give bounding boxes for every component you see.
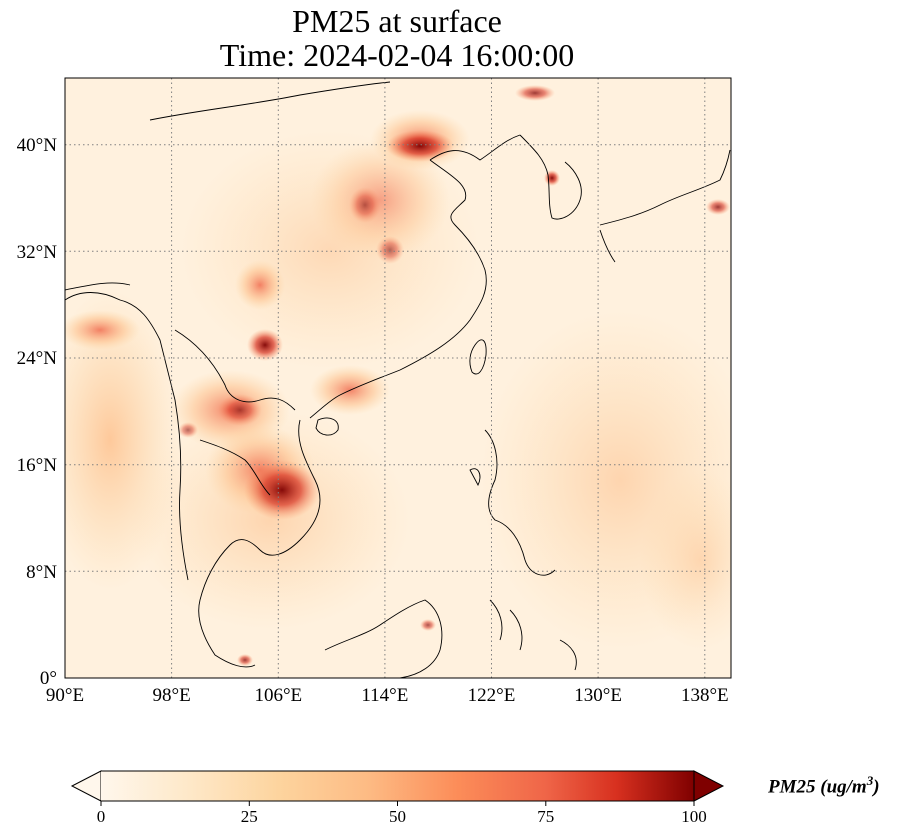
lon-tick: 122°E xyxy=(468,685,516,706)
lat-axis: 0° 8°N 16°N 24°N 32°N 40°N xyxy=(17,135,58,689)
lon-tick: 98°E xyxy=(152,685,190,706)
colorbar-tick: 50 xyxy=(389,807,406,826)
gridlines xyxy=(65,78,731,678)
colorbar-extend-low xyxy=(70,770,102,802)
lat-tick: 40°N xyxy=(17,135,58,156)
colorbar-label-text: PM25 (ug/m xyxy=(768,776,867,798)
lon-tick: 90°E xyxy=(46,685,84,706)
lon-tick: 130°E xyxy=(574,685,622,706)
colorbar-tick: 0 xyxy=(97,807,106,826)
colorbar-label-exponent: 3 xyxy=(866,773,874,788)
colorbar-gradient xyxy=(101,771,694,801)
lon-tick: 106°E xyxy=(254,685,302,706)
lat-tick: 32°N xyxy=(17,242,58,263)
lat-tick: 0° xyxy=(40,668,57,689)
colorbar-label-close: ) xyxy=(873,776,880,798)
pm25-field xyxy=(65,78,731,678)
colorbar-tick: 25 xyxy=(241,807,258,826)
map-frame xyxy=(64,77,732,679)
colorbar-extend-high xyxy=(693,770,725,802)
colorbar-tick: 100 xyxy=(681,807,707,826)
lon-tick: 138°E xyxy=(681,685,729,706)
title-line-1: PM25 at surface xyxy=(292,3,502,39)
title-line-2: Time: 2024-02-04 16:00:00 xyxy=(219,37,575,73)
colorbar: 0 25 50 75 100 xyxy=(70,770,725,826)
colorbar-label: PM25 (ug/m3) xyxy=(768,773,880,798)
lat-tick: 24°N xyxy=(17,348,58,369)
lat-tick: 8°N xyxy=(26,562,57,583)
lon-tick: 114°E xyxy=(361,685,408,706)
colorbar-tick: 75 xyxy=(537,807,554,826)
lat-tick: 16°N xyxy=(17,455,58,476)
map-title: PM25 at surface Time: 2024-02-04 16:00:0… xyxy=(0,4,794,72)
lon-axis: 90°E 98°E 106°E 114°E 122°E 130°E 138°E xyxy=(46,685,729,706)
